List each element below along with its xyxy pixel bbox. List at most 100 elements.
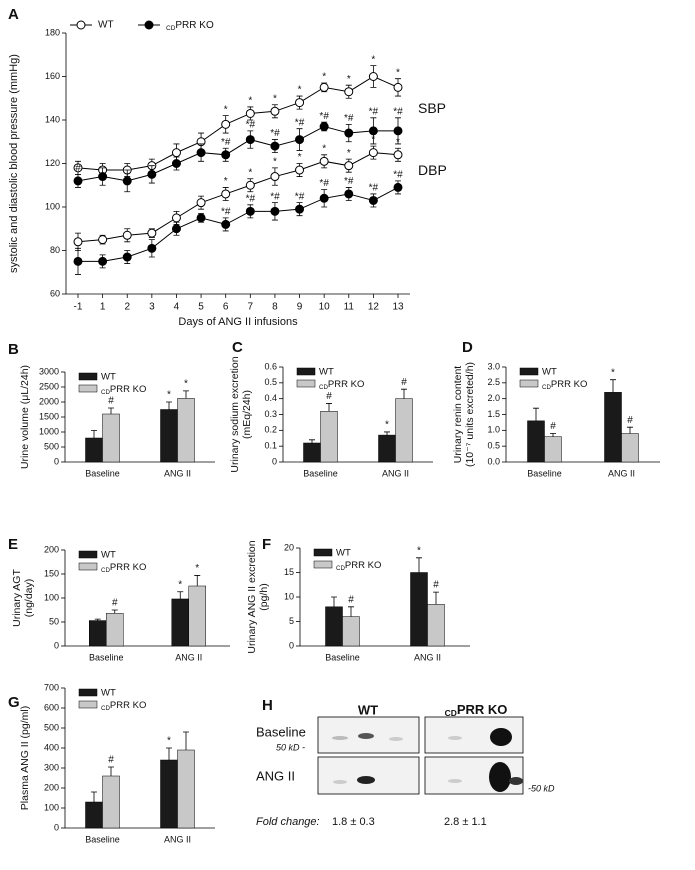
marker — [393, 126, 403, 136]
x-tick-label: ANG II — [164, 834, 191, 844]
significance: # — [75, 163, 81, 174]
legend-swatch — [78, 700, 98, 709]
band — [357, 776, 375, 784]
marker — [319, 122, 329, 132]
y-tick-label: 1.5 — [487, 409, 500, 419]
y-tick-label: 5 — [289, 616, 294, 626]
blot-box — [317, 756, 420, 795]
legend-label: CDPRR KO — [336, 560, 381, 572]
error-bar — [550, 433, 556, 437]
marker — [98, 235, 108, 245]
marker — [245, 108, 255, 118]
bar — [177, 398, 195, 463]
y-tick-label: 0 — [289, 640, 294, 650]
y-tick-label: 50 — [49, 616, 59, 626]
significance: * — [371, 54, 375, 65]
x-tick-label: Baseline — [89, 652, 124, 662]
bar — [395, 398, 413, 463]
y-tick-label: 500 — [44, 722, 59, 732]
error-bar — [348, 606, 354, 617]
marker — [147, 228, 157, 238]
legend-label: CDPRR KO — [542, 379, 587, 391]
marker — [171, 159, 181, 168]
y-axis-label: Urinary sodium excretion — [229, 356, 241, 472]
y-tick-label: 10 — [284, 591, 294, 601]
marker — [319, 193, 329, 203]
significance: *# — [393, 106, 403, 117]
significance: *# — [369, 106, 379, 117]
bar — [427, 604, 445, 647]
legend-marker — [76, 20, 86, 30]
bar — [544, 436, 562, 463]
panel-letter: C — [232, 339, 243, 356]
marker — [270, 106, 280, 116]
band — [332, 736, 348, 740]
y-tick-label: 0 — [54, 456, 59, 466]
x-tick-label: Baseline — [85, 468, 120, 478]
legend-swatch — [78, 372, 98, 381]
marker — [319, 156, 329, 166]
y-tick-label: 150 — [44, 568, 59, 578]
marker — [196, 148, 206, 158]
band — [389, 737, 403, 741]
y-tick-label: 2.5 — [487, 377, 500, 387]
error-bar — [194, 575, 201, 586]
panel-letter: A — [8, 6, 19, 23]
significance: * — [322, 72, 326, 83]
y-tick-label: 180 — [45, 27, 60, 37]
marker — [98, 172, 108, 182]
group-label: WT — [358, 702, 378, 717]
significance: # — [108, 755, 114, 766]
significance: * — [248, 96, 252, 107]
y-tick-label: 0 — [54, 640, 59, 650]
y-axis-label: Urinary ANG II excretion — [246, 540, 258, 653]
error-bar — [384, 431, 390, 436]
y-axis-label: (ng/day) — [23, 579, 35, 618]
significance: *# — [319, 178, 329, 189]
x-tick-label: Baseline — [303, 468, 338, 478]
legend-swatch — [519, 367, 539, 376]
curve-label: SBP — [418, 100, 446, 116]
x-tick-label: 4 — [174, 302, 180, 313]
error-bar — [166, 747, 172, 760]
error-bar — [111, 609, 118, 614]
significance: * — [347, 74, 351, 85]
y-tick-label: 3.0 — [487, 361, 500, 371]
significance: *# — [295, 117, 305, 128]
significance: * — [347, 148, 351, 159]
bar — [106, 613, 124, 647]
bar — [320, 411, 338, 463]
y-tick-label: 0.0 — [487, 456, 500, 466]
y-tick-label: 0.5 — [487, 441, 500, 451]
significance: # — [433, 580, 439, 591]
error-bar — [183, 390, 189, 399]
error-bar — [627, 426, 633, 434]
y-tick-label: 0 — [54, 822, 59, 832]
y-tick-label: 15 — [284, 567, 294, 577]
legend-swatch — [313, 548, 333, 557]
y-axis-label: (mEq/24h) — [241, 390, 253, 439]
significance: *# — [344, 113, 354, 124]
legend-label: WT — [101, 688, 116, 699]
marker — [73, 256, 83, 266]
x-tick-label: ANG II — [164, 468, 191, 478]
significance: *# — [221, 207, 231, 218]
significance: * — [184, 379, 188, 390]
group-label: CDPRR KO — [445, 702, 508, 718]
marker — [368, 148, 378, 158]
bar — [303, 442, 321, 463]
y-tick-label: 1000 — [39, 426, 59, 436]
y-tick-label: 600 — [44, 702, 59, 712]
significance: * — [273, 156, 277, 167]
significance: *# — [319, 111, 329, 122]
significance: * — [385, 420, 389, 431]
marker — [344, 128, 354, 138]
y-tick-label: 100 — [44, 802, 59, 812]
marker — [147, 243, 157, 253]
error-bar — [326, 403, 332, 412]
significance: *# — [221, 137, 231, 148]
legend-swatch — [519, 379, 539, 388]
band — [490, 728, 512, 746]
significance: * — [195, 563, 199, 574]
marker — [270, 172, 280, 182]
